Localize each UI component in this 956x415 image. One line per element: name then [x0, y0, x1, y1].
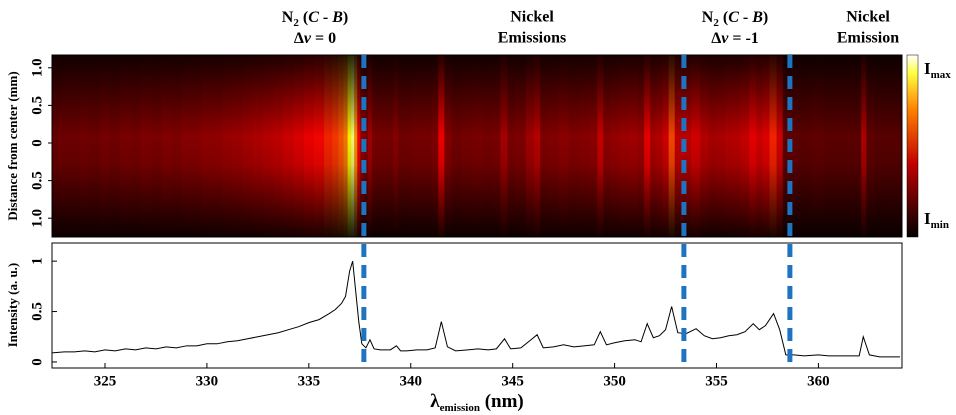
y-tick-label: 0	[29, 358, 45, 366]
annotation: Emissions	[498, 30, 566, 47]
annotation: Emission	[837, 30, 899, 47]
annotation: Nickel	[510, 9, 554, 26]
x-axis-label: λemission (nm)	[430, 391, 524, 413]
colorbar-min-label: Imin	[924, 209, 949, 231]
x-tick-label: 360	[807, 373, 830, 389]
y-tick-label: 0.5	[29, 171, 45, 190]
spectrum-line	[51, 261, 900, 358]
x-tick-label: 345	[501, 373, 524, 389]
heatmap-fade	[52, 55, 902, 237]
plot-frame	[51, 54, 903, 238]
y-axis-label: Intensity (a. u.)	[5, 263, 20, 348]
annotation: N2 (C - B)	[282, 9, 348, 29]
y-tick-label: 1	[29, 257, 45, 265]
y-tick-label: 0.5	[29, 302, 45, 321]
x-tick-label: 350	[603, 373, 626, 389]
x-tick-label: 340	[400, 373, 423, 389]
y-tick-label: 1.0	[29, 58, 45, 77]
x-tick-label: 335	[298, 373, 321, 389]
plot-frame	[51, 242, 903, 369]
colorbar-max-label: Imax	[924, 59, 951, 81]
y-axis-label: Distance from center (mm)	[5, 71, 20, 220]
y-tick-label: 0.5	[29, 96, 45, 115]
x-tick-label: 355	[705, 373, 728, 389]
colorbar	[906, 54, 919, 238]
x-tick-label: 330	[196, 373, 219, 389]
y-tick-label: 1.0	[29, 209, 45, 228]
annotation: Δv = 0	[294, 30, 336, 47]
annotation: N2 (C - B)	[702, 9, 768, 29]
annotation: Nickel	[846, 9, 890, 26]
x-tick-label: 325	[94, 373, 117, 389]
y-tick-label: 0	[29, 139, 45, 147]
annotation: Δv = -1	[711, 30, 759, 47]
